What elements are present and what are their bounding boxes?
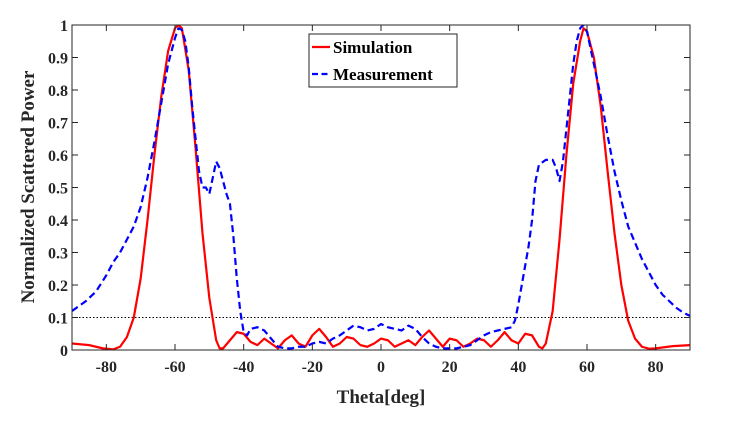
series-line-simulation — [72, 25, 690, 350]
x-tick-label: -20 — [302, 359, 323, 376]
y-tick-label: 0.2 — [48, 278, 68, 295]
x-tick-label: 40 — [510, 359, 526, 376]
x-tick-label: -40 — [233, 359, 254, 376]
y-tick-label: 0.8 — [48, 83, 68, 100]
x-axis-label: Theta[deg] — [337, 387, 426, 408]
legend: Simulation Measurement — [308, 33, 458, 88]
x-tick-label: -60 — [164, 359, 185, 376]
y-tick-label: 0.6 — [48, 148, 68, 165]
y-tick-label: 0.4 — [48, 213, 68, 230]
y-tick-label: 0.1 — [48, 311, 68, 328]
series-line-measurement — [72, 25, 690, 350]
y-tick-label: 0.9 — [48, 51, 68, 68]
legend-label-measurement: Measurement — [333, 65, 433, 84]
y-tick-label: 0.5 — [48, 181, 68, 198]
y-tick-label: 1 — [60, 18, 68, 35]
legend-label-simulation: Simulation — [333, 38, 413, 57]
x-tick-label: 20 — [442, 359, 458, 376]
y-axis-label: Normalized Scattered Power — [18, 70, 39, 303]
y-tick-label: 0 — [60, 343, 68, 360]
y-tick-label: 0.3 — [48, 246, 68, 263]
x-tick-label: 60 — [579, 359, 595, 376]
x-tick-label: 80 — [648, 359, 664, 376]
x-tick-label: 0 — [377, 359, 385, 376]
y-tick-label: 0.7 — [48, 116, 68, 133]
x-tick-label: -80 — [96, 359, 117, 376]
legend-box — [308, 33, 458, 88]
